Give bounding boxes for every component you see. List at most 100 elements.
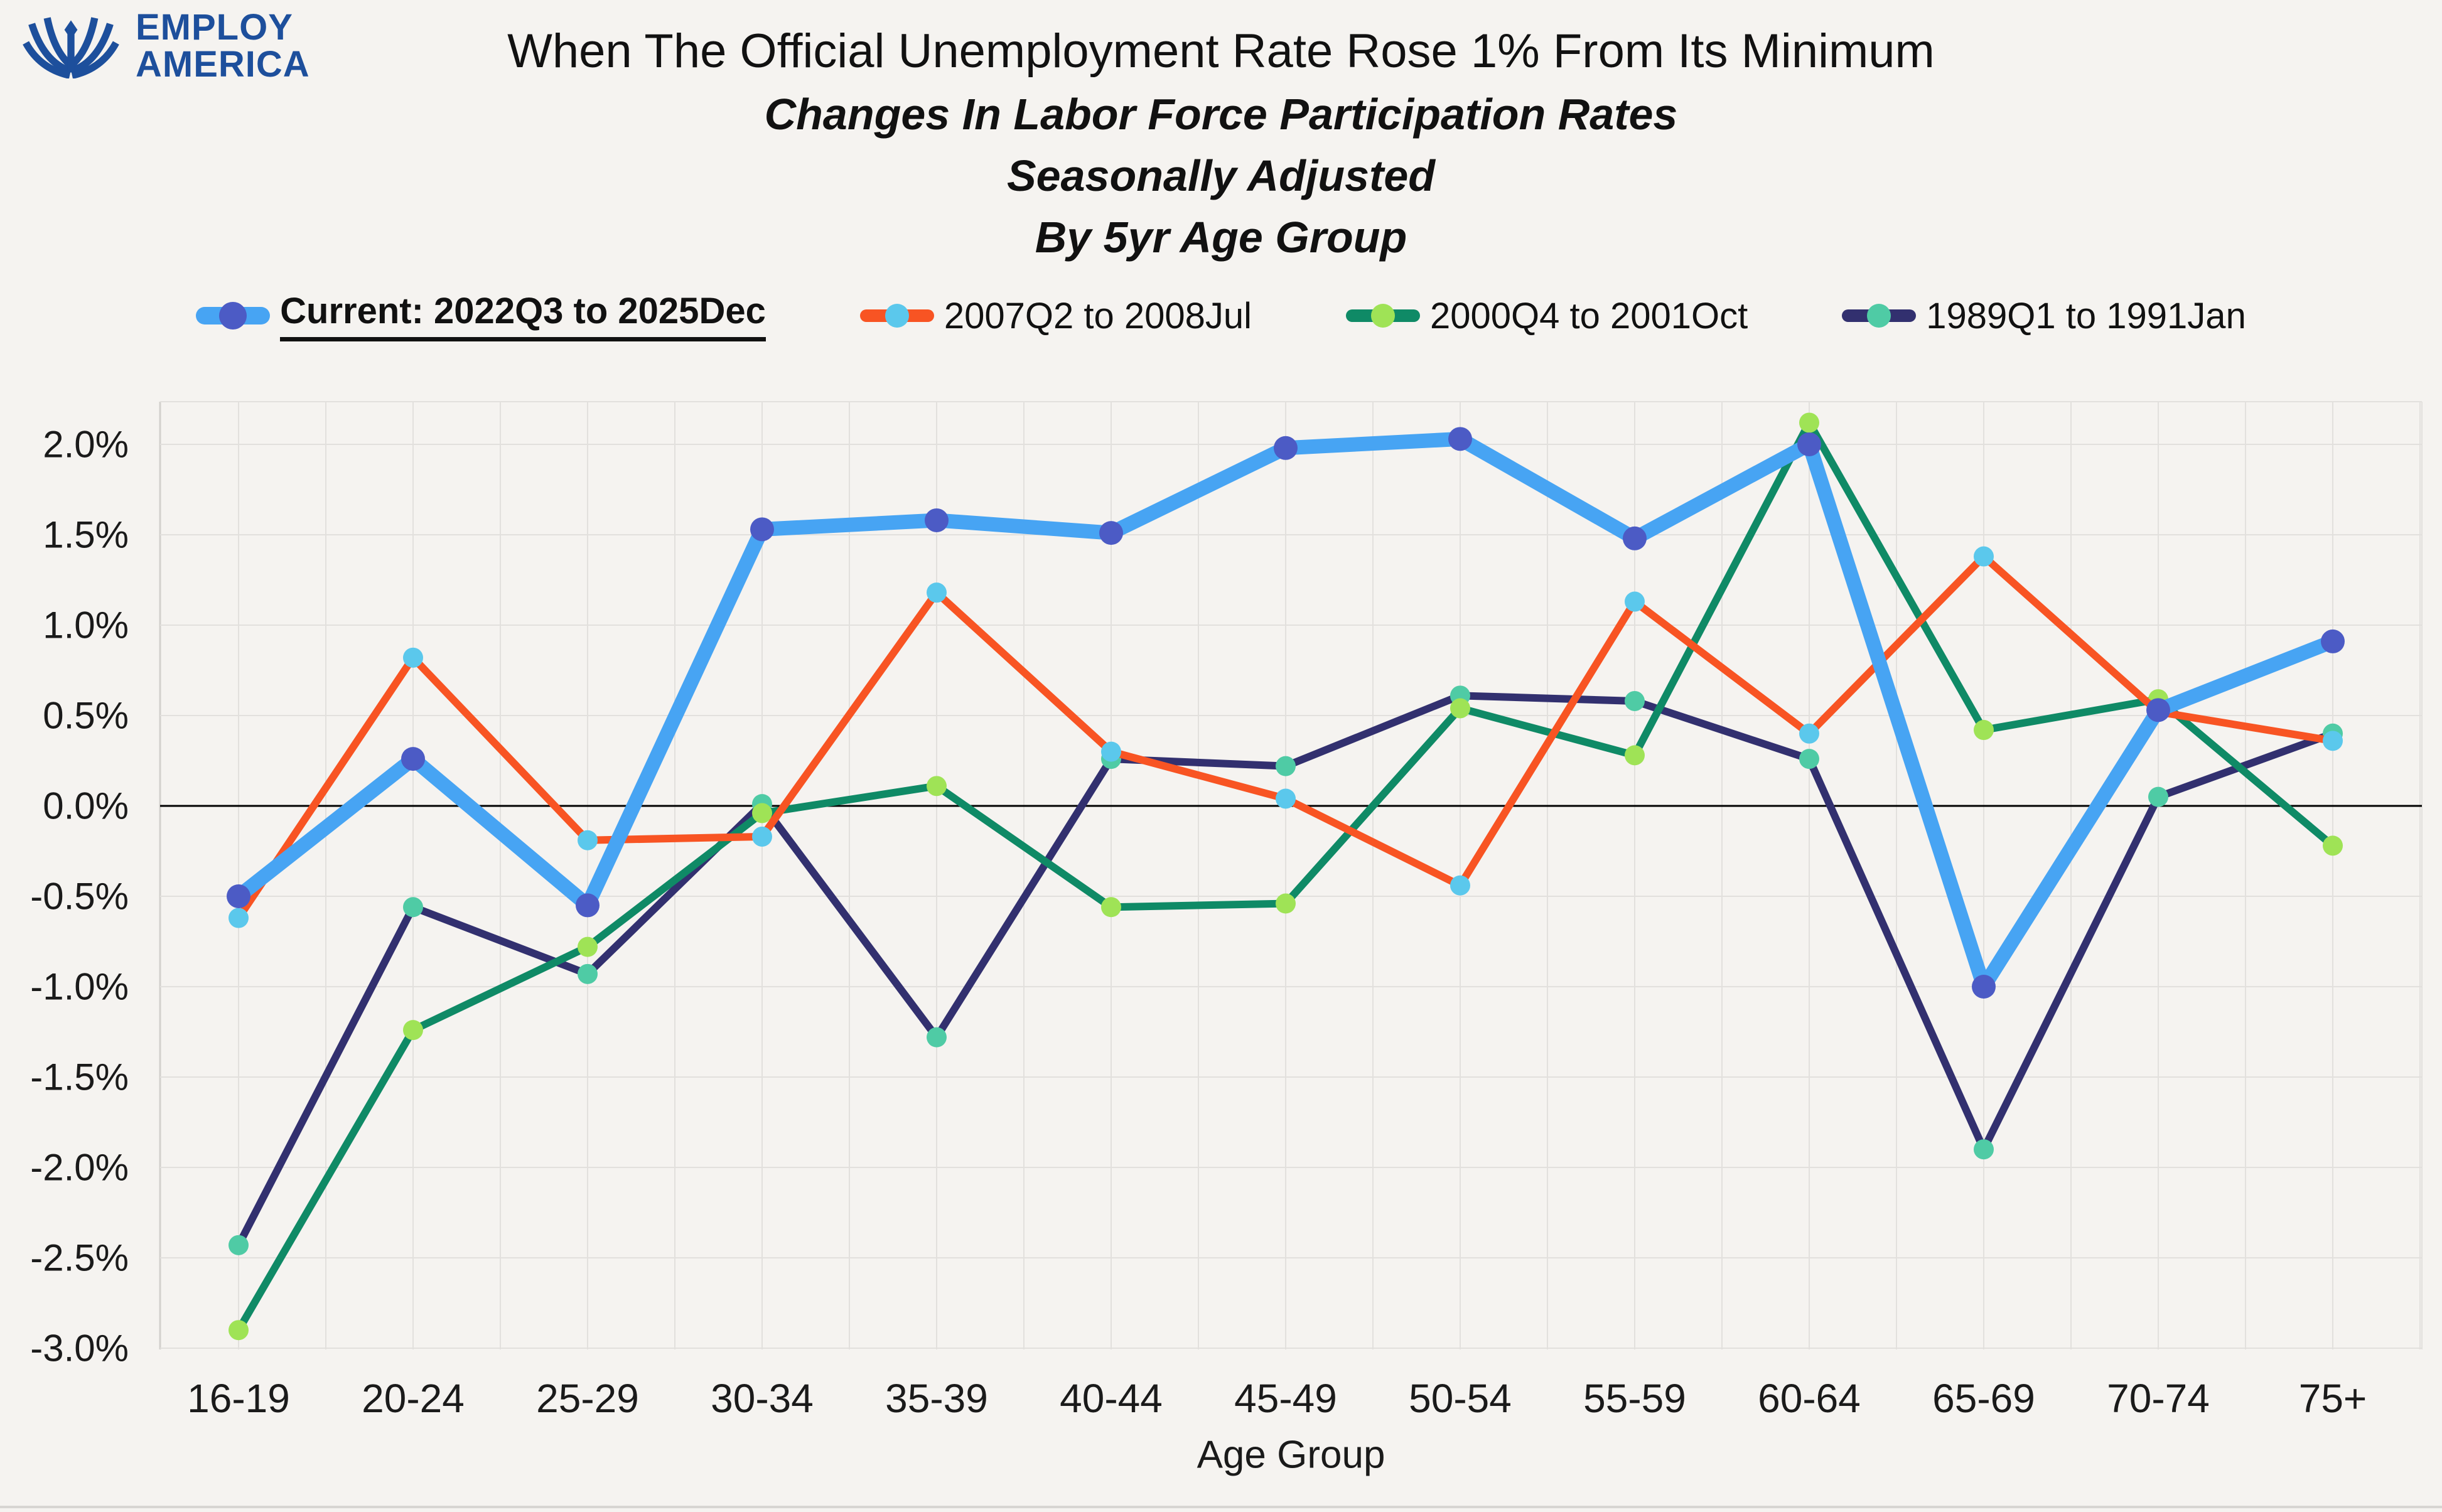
y-tick-label: 0.5% <box>43 695 129 737</box>
legend-label: 2000Q4 to 2001Oct <box>1430 295 1748 336</box>
legend-item-0[interactable]: Current: 2022Q3 to 2025Dec <box>196 290 766 341</box>
chart-subtitle-2: Seasonally Adjusted <box>1006 151 1436 200</box>
legend-label: 2007Q2 to 2008Jul <box>944 295 1252 336</box>
data-point-marker-2 <box>1799 412 1819 433</box>
data-point-marker-2 <box>752 803 772 823</box>
x-tick-label: 70-74 <box>2107 1376 2210 1421</box>
data-point-marker-3 <box>1625 690 1645 711</box>
legend-marker-icon <box>1842 304 1917 328</box>
x-tick-label: 25-29 <box>536 1376 639 1421</box>
data-point-marker-0 <box>2321 629 2345 653</box>
chart-title: When The Official Unemployment Rate Rose… <box>507 24 1935 78</box>
data-point-marker-1 <box>752 826 772 847</box>
data-point-marker-3 <box>229 1235 249 1255</box>
data-point-marker-1 <box>1974 546 1994 567</box>
data-point-marker-1 <box>1799 723 1819 744</box>
x-axis-title: Age Group <box>1197 1434 1385 1477</box>
data-point-marker-0 <box>750 517 774 542</box>
footer-divider <box>0 1506 2442 1508</box>
legend-dot-swatch <box>1867 304 1891 328</box>
data-point-marker-2 <box>927 776 947 796</box>
data-point-marker-0 <box>1623 526 1647 550</box>
y-tick-label: -2.0% <box>30 1147 129 1189</box>
chart-subtitle-1: Changes In Labor Force Participation Rat… <box>764 90 1678 139</box>
data-point-marker-1 <box>1276 788 1296 809</box>
data-point-marker-3 <box>1799 749 1819 769</box>
y-tick-label: -0.5% <box>30 876 129 918</box>
y-tick-label: -1.0% <box>30 966 129 1008</box>
legend-item-2[interactable]: 2000Q4 to 2001Oct <box>1346 295 1748 337</box>
x-tick-label: 60-64 <box>1758 1376 1861 1421</box>
data-point-marker-1 <box>1450 875 1470 896</box>
data-point-marker-3 <box>403 897 423 918</box>
data-point-marker-0 <box>2146 698 2170 722</box>
x-tick-label: 45-49 <box>1234 1376 1337 1421</box>
data-point-marker-0 <box>576 893 600 918</box>
x-tick-label: 16-19 <box>187 1376 290 1421</box>
data-point-marker-0 <box>1797 432 1821 456</box>
x-tick-label: 50-54 <box>1409 1376 1512 1421</box>
x-tick-label: 20-24 <box>362 1376 465 1421</box>
y-tick-label: -3.0% <box>30 1327 129 1370</box>
data-point-marker-3 <box>1974 1139 1994 1160</box>
legend-dot-swatch <box>1371 304 1396 328</box>
legend-marker-icon <box>196 302 271 330</box>
data-point-marker-2 <box>1450 698 1470 719</box>
data-point-marker-0 <box>925 508 949 532</box>
y-tick-label: 1.0% <box>43 604 129 646</box>
y-tick-label: -2.5% <box>30 1237 129 1279</box>
x-tick-label: 30-34 <box>711 1376 814 1421</box>
legend-dot-swatch <box>219 302 247 330</box>
data-point-marker-2 <box>578 936 598 957</box>
data-point-marker-1 <box>229 908 249 928</box>
employ-america-logo: EMPLOY AMERICA <box>18 9 310 83</box>
employ-america-logo-icon <box>23 17 119 79</box>
chart-subtitle-3: By 5yr Age Group <box>1035 213 1407 262</box>
data-point-marker-0 <box>1099 521 1123 545</box>
data-point-marker-2 <box>1974 720 1994 741</box>
data-point-marker-0 <box>1448 427 1472 451</box>
y-tick-label: 1.5% <box>43 514 129 556</box>
x-tick-label: 55-59 <box>1583 1376 1686 1421</box>
employ-america-logo-text: EMPLOY AMERICA <box>136 9 310 83</box>
data-point-marker-3 <box>578 963 598 984</box>
legend-label: Current: 2022Q3 to 2025Dec <box>280 290 766 341</box>
data-point-marker-0 <box>1972 975 1996 999</box>
y-tick-label: -1.5% <box>30 1056 129 1098</box>
legend-label: 1989Q1 to 1991Jan <box>1926 295 2246 336</box>
data-point-marker-2 <box>403 1020 423 1041</box>
data-point-marker-0 <box>401 747 425 771</box>
legend: Current: 2022Q3 to 2025Dec 2007Q2 to 2008… <box>0 290 2442 341</box>
data-point-marker-3 <box>1276 756 1296 776</box>
legend-marker-icon <box>1346 304 1421 328</box>
legend-item-1[interactable]: 2007Q2 to 2008Jul <box>859 295 1252 337</box>
x-tick-label: 75+ <box>2299 1376 2367 1421</box>
data-point-marker-3 <box>2148 786 2168 807</box>
data-point-marker-1 <box>1101 741 1121 762</box>
y-tick-label: 2.0% <box>43 424 129 466</box>
data-point-marker-0 <box>227 884 250 908</box>
legend-item-3[interactable]: 1989Q1 to 1991Jan <box>1842 295 2246 337</box>
data-point-marker-1 <box>403 647 423 668</box>
data-point-marker-1 <box>2323 731 2343 751</box>
data-point-marker-0 <box>1274 436 1298 460</box>
data-point-marker-1 <box>578 830 598 850</box>
data-point-marker-1 <box>1625 591 1645 612</box>
logo-line2: AMERICA <box>136 44 310 85</box>
x-tick-label: 65-69 <box>1932 1376 2035 1421</box>
data-point-marker-3 <box>927 1027 947 1048</box>
logo-line1: EMPLOY <box>136 7 293 48</box>
legend-marker-icon <box>859 304 934 328</box>
data-point-marker-2 <box>1276 893 1296 914</box>
data-point-marker-2 <box>1101 897 1121 918</box>
data-point-marker-2 <box>2323 835 2343 856</box>
legend-dot-swatch <box>885 304 909 328</box>
data-point-marker-2 <box>229 1320 249 1341</box>
y-tick-label: 0.0% <box>43 785 129 827</box>
data-point-marker-2 <box>1625 745 1645 766</box>
x-tick-label: 40-44 <box>1060 1376 1163 1421</box>
data-point-marker-1 <box>927 582 947 603</box>
x-tick-label: 35-39 <box>885 1376 988 1421</box>
